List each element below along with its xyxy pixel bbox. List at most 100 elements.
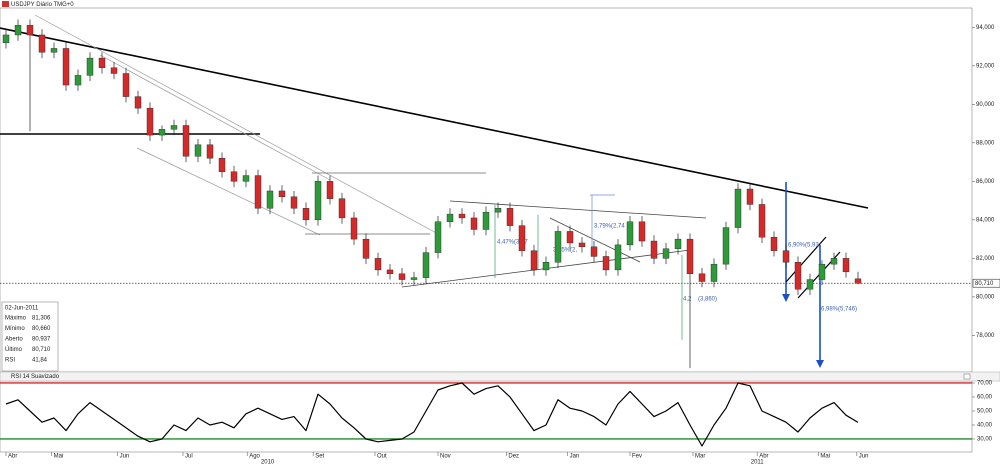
candle-body: [98, 57, 106, 68]
candle-body: [458, 213, 466, 219]
candle-body: [482, 211, 490, 230]
candle-body: [602, 256, 610, 271]
y-tick-label: 82,000: [976, 256, 995, 262]
candle-body: [794, 262, 802, 290]
candle-body: [434, 221, 442, 253]
last-price-label: 80,710: [975, 281, 994, 287]
candle-body: [530, 250, 538, 271]
candle-body: [302, 208, 310, 221]
y-tick-label: 78,000: [976, 333, 995, 339]
candle-body: [146, 107, 154, 136]
candle-body: [62, 48, 70, 86]
rsi-y-tick-label: 40,00: [977, 423, 993, 429]
candle-body: [506, 208, 514, 226]
candle-body: [674, 238, 682, 249]
candle-body: [266, 190, 274, 209]
candle-body: [134, 96, 142, 109]
rsi-title: RSI 14 Suavizado: [11, 374, 60, 380]
candle-body: [830, 258, 838, 265]
candle-body: [350, 217, 358, 240]
rsi-header: [0, 371, 1000, 382]
candle-body: [662, 248, 670, 259]
panel-button[interactable]: [963, 373, 971, 380]
y-tick-label: 90,000: [976, 102, 995, 108]
candle-body: [38, 34, 46, 53]
rsi-line: [5, 382, 859, 447]
info-value: 80,937: [32, 337, 51, 343]
candle-body: [110, 67, 118, 74]
triangle-line: [549, 217, 641, 263]
candle-body: [746, 188, 754, 205]
arrowhead: [816, 360, 824, 368]
candle-body: [218, 158, 226, 172]
channel-line: [99, 54, 331, 181]
x-tick-label: Jun: [859, 454, 869, 460]
annotation: (3,860): [698, 297, 717, 303]
annotation: 6,98%(5,746): [821, 307, 857, 313]
annotation: 3,79%(2,74: [594, 224, 625, 230]
candle-body: [710, 263, 718, 282]
candle-body: [590, 246, 598, 257]
symbol-icon: [2, 1, 9, 7]
candle-body: [650, 240, 658, 259]
info-value: 81,306: [32, 316, 51, 322]
candle-body: [554, 231, 562, 263]
y-tick-label: 86,000: [976, 179, 995, 185]
candle-body: [170, 125, 178, 130]
x-tick-label: Set: [315, 454, 324, 460]
candle-body: [386, 269, 394, 274]
y-tick-label: 88,000: [976, 140, 995, 146]
last-price-box: [972, 278, 1000, 288]
candle-body: [854, 278, 862, 284]
candle-body: [290, 196, 298, 209]
candle-body: [614, 244, 622, 271]
candle-body: [542, 262, 550, 271]
arrowhead: [782, 294, 790, 302]
info-label: Aberto: [5, 337, 23, 343]
x-tick-label: Mai: [54, 454, 64, 460]
info-value: 41,84: [32, 358, 48, 364]
triangle-line: [449, 200, 707, 219]
year-label: 2011: [751, 460, 765, 466]
candle-body: [206, 144, 214, 159]
candle-body: [470, 217, 478, 230]
candle-body: [446, 213, 454, 222]
candle-body: [770, 236, 778, 251]
channel-line: [34, 14, 441, 236]
info-value: 80,660: [32, 326, 51, 332]
rsi-y-tick-label: 50,00: [977, 409, 993, 415]
info-label: Máximo: [5, 316, 27, 322]
candle-body: [566, 231, 574, 244]
candle-body: [26, 25, 34, 36]
info-label: Mínimo: [5, 326, 25, 332]
x-tick-label: Abr: [759, 454, 768, 460]
candle-body: [422, 252, 430, 278]
y-tick-label: 94,000: [976, 25, 995, 31]
candle-body: [758, 204, 766, 238]
info-label: Último: [5, 346, 23, 353]
annotation: 3,45%(2,: [553, 248, 577, 254]
channel-line: [136, 147, 321, 236]
info-label: RSI: [5, 358, 15, 364]
candle-body: [818, 263, 826, 280]
candle-body: [698, 273, 706, 282]
candle-body: [398, 273, 406, 280]
y-tick-label: 84,000: [976, 217, 995, 223]
info-value: 80,710: [32, 347, 51, 353]
candle-body: [782, 250, 790, 263]
candle-body: [518, 225, 526, 251]
x-tick-label: Jan: [570, 454, 580, 460]
candle-body: [278, 190, 286, 197]
candle-body: [626, 221, 634, 246]
candle-body: [638, 221, 646, 242]
candle-body: [722, 227, 730, 265]
candle-body: [194, 144, 202, 157]
candle-body: [806, 279, 814, 290]
annotation: 6,90%(5,93: [788, 243, 819, 249]
annotation: 4,47%(3,77: [497, 240, 528, 246]
year-label: 2010: [261, 460, 275, 466]
chart-title: USDJPY Diário TMG+0: [11, 2, 74, 8]
candle-body: [362, 238, 370, 259]
candle-body: [374, 258, 382, 271]
candle-body: [410, 277, 418, 280]
